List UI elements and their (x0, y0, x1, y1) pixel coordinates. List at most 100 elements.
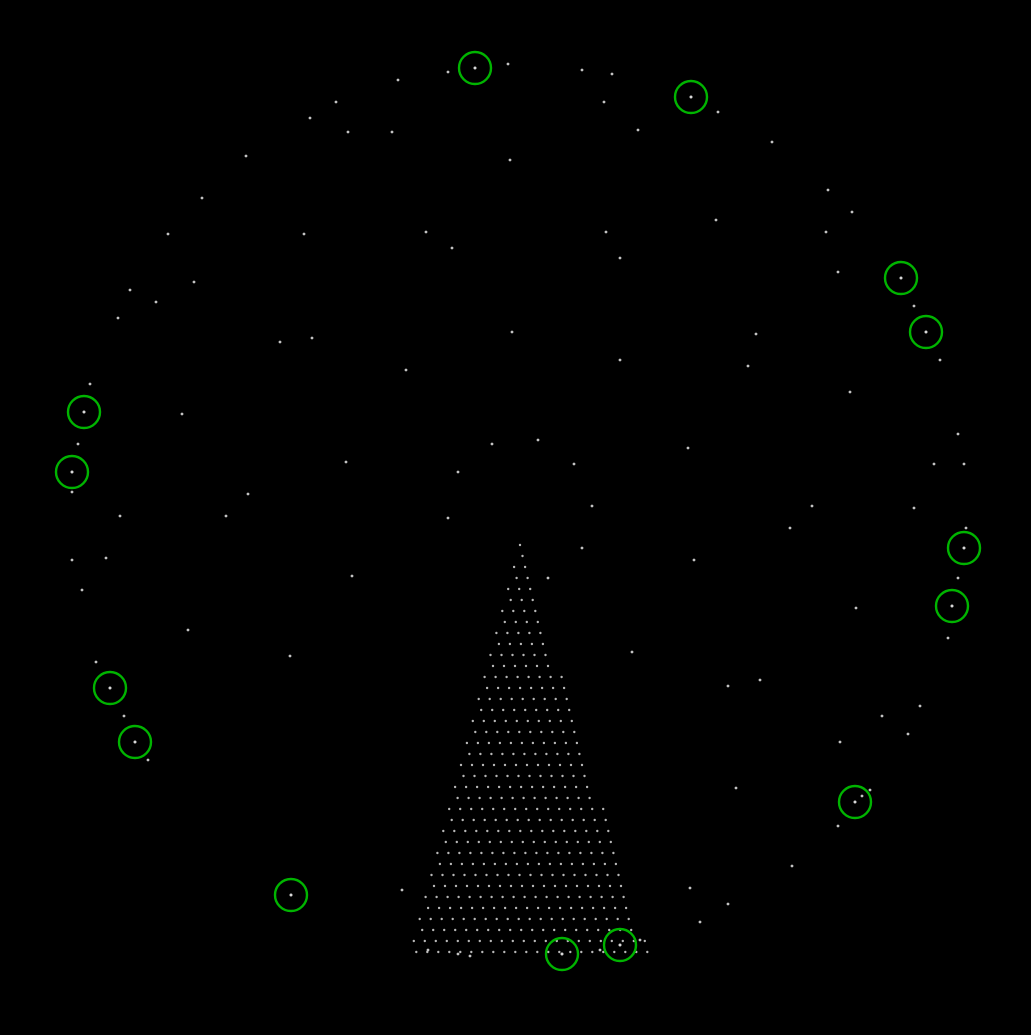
cluster-point (534, 609, 537, 613)
cluster-point (584, 873, 587, 877)
cluster-point (548, 719, 551, 723)
cluster-point (502, 708, 505, 712)
cluster-point (506, 631, 509, 635)
cluster-point (536, 807, 539, 811)
cluster-point (494, 818, 497, 822)
cluster-point (514, 906, 518, 910)
cluster-point (568, 708, 571, 712)
cluster-point (501, 895, 504, 899)
cluster-point (513, 708, 516, 712)
cluster-point (506, 774, 509, 778)
cluster-point (578, 895, 581, 899)
cluster-point (501, 609, 504, 613)
cluster-point (524, 708, 527, 712)
star-point (536, 438, 540, 442)
cluster-point (482, 862, 486, 866)
star-point (956, 432, 960, 436)
cluster-point (575, 928, 578, 932)
cluster-point (442, 829, 445, 833)
marked-point (82, 410, 86, 414)
marked-point (108, 686, 112, 690)
cluster-point (537, 862, 541, 866)
cluster-point (485, 686, 489, 690)
cluster-point (476, 928, 479, 932)
cluster-point (511, 796, 514, 800)
cluster-point (429, 917, 432, 921)
star-point (404, 368, 408, 372)
star-point (446, 70, 450, 74)
cluster-point (578, 752, 581, 756)
cluster-point (505, 675, 508, 679)
cluster-point (553, 928, 556, 932)
cluster-point (448, 807, 451, 811)
cluster-point (546, 851, 549, 855)
star-point (932, 462, 936, 466)
cluster-point (498, 928, 501, 932)
cluster-point (525, 620, 528, 624)
cluster-point (541, 642, 545, 646)
star-point (638, 938, 642, 942)
cluster-point (576, 840, 579, 844)
cluster-point (477, 697, 480, 701)
green-circle-marker (54, 454, 90, 490)
cluster-point (547, 763, 551, 767)
cluster-point (475, 829, 478, 833)
cluster-point (520, 741, 524, 745)
star-point (390, 130, 394, 134)
marked-point (899, 276, 903, 280)
cluster-point (543, 697, 546, 701)
cluster-point (525, 763, 529, 767)
cluster-point (532, 697, 535, 701)
cluster-point (497, 785, 501, 789)
cluster-point (549, 675, 552, 679)
cluster-point (503, 807, 506, 811)
cluster-point (565, 697, 568, 701)
cluster-point (453, 829, 456, 833)
cluster-point (518, 543, 522, 547)
star-point (838, 740, 842, 744)
cluster-point (507, 587, 510, 591)
cluster-point (487, 928, 490, 932)
cluster-point (611, 895, 614, 899)
cluster-point (440, 917, 443, 921)
cluster-point (546, 708, 549, 712)
cluster-point (524, 851, 527, 855)
cluster-point (444, 840, 447, 844)
cluster-point (518, 873, 521, 877)
star-point (334, 100, 338, 104)
cluster-point (507, 873, 510, 877)
cluster-point (531, 884, 535, 888)
star-point (122, 714, 126, 718)
cluster-point (449, 862, 453, 866)
cluster-point (565, 840, 568, 844)
star-point (580, 68, 584, 72)
cluster-point (550, 774, 553, 778)
cluster-point (536, 763, 540, 767)
cluster-point (604, 818, 607, 822)
cluster-point (511, 653, 514, 657)
marked-point (133, 740, 137, 744)
cluster-point (531, 741, 535, 745)
cluster-point (541, 785, 545, 789)
cluster-point (480, 708, 483, 712)
cluster-point (506, 917, 509, 921)
star-point (618, 358, 622, 362)
cluster-point (599, 939, 602, 943)
cluster-point (487, 884, 491, 888)
cluster-point (526, 719, 529, 723)
cluster-point (535, 851, 538, 855)
cluster-point (581, 862, 585, 866)
star-point (166, 232, 170, 236)
cluster-point (593, 818, 596, 822)
cluster-point (602, 950, 605, 954)
cluster-point (486, 829, 489, 833)
cluster-point (481, 906, 485, 910)
cluster-point (475, 785, 479, 789)
cluster-point (530, 642, 534, 646)
star-point (288, 654, 292, 658)
star-point (716, 110, 720, 114)
cluster-point (557, 708, 560, 712)
cluster-point (511, 939, 514, 943)
cluster-point (539, 917, 542, 921)
cluster-point (476, 884, 480, 888)
